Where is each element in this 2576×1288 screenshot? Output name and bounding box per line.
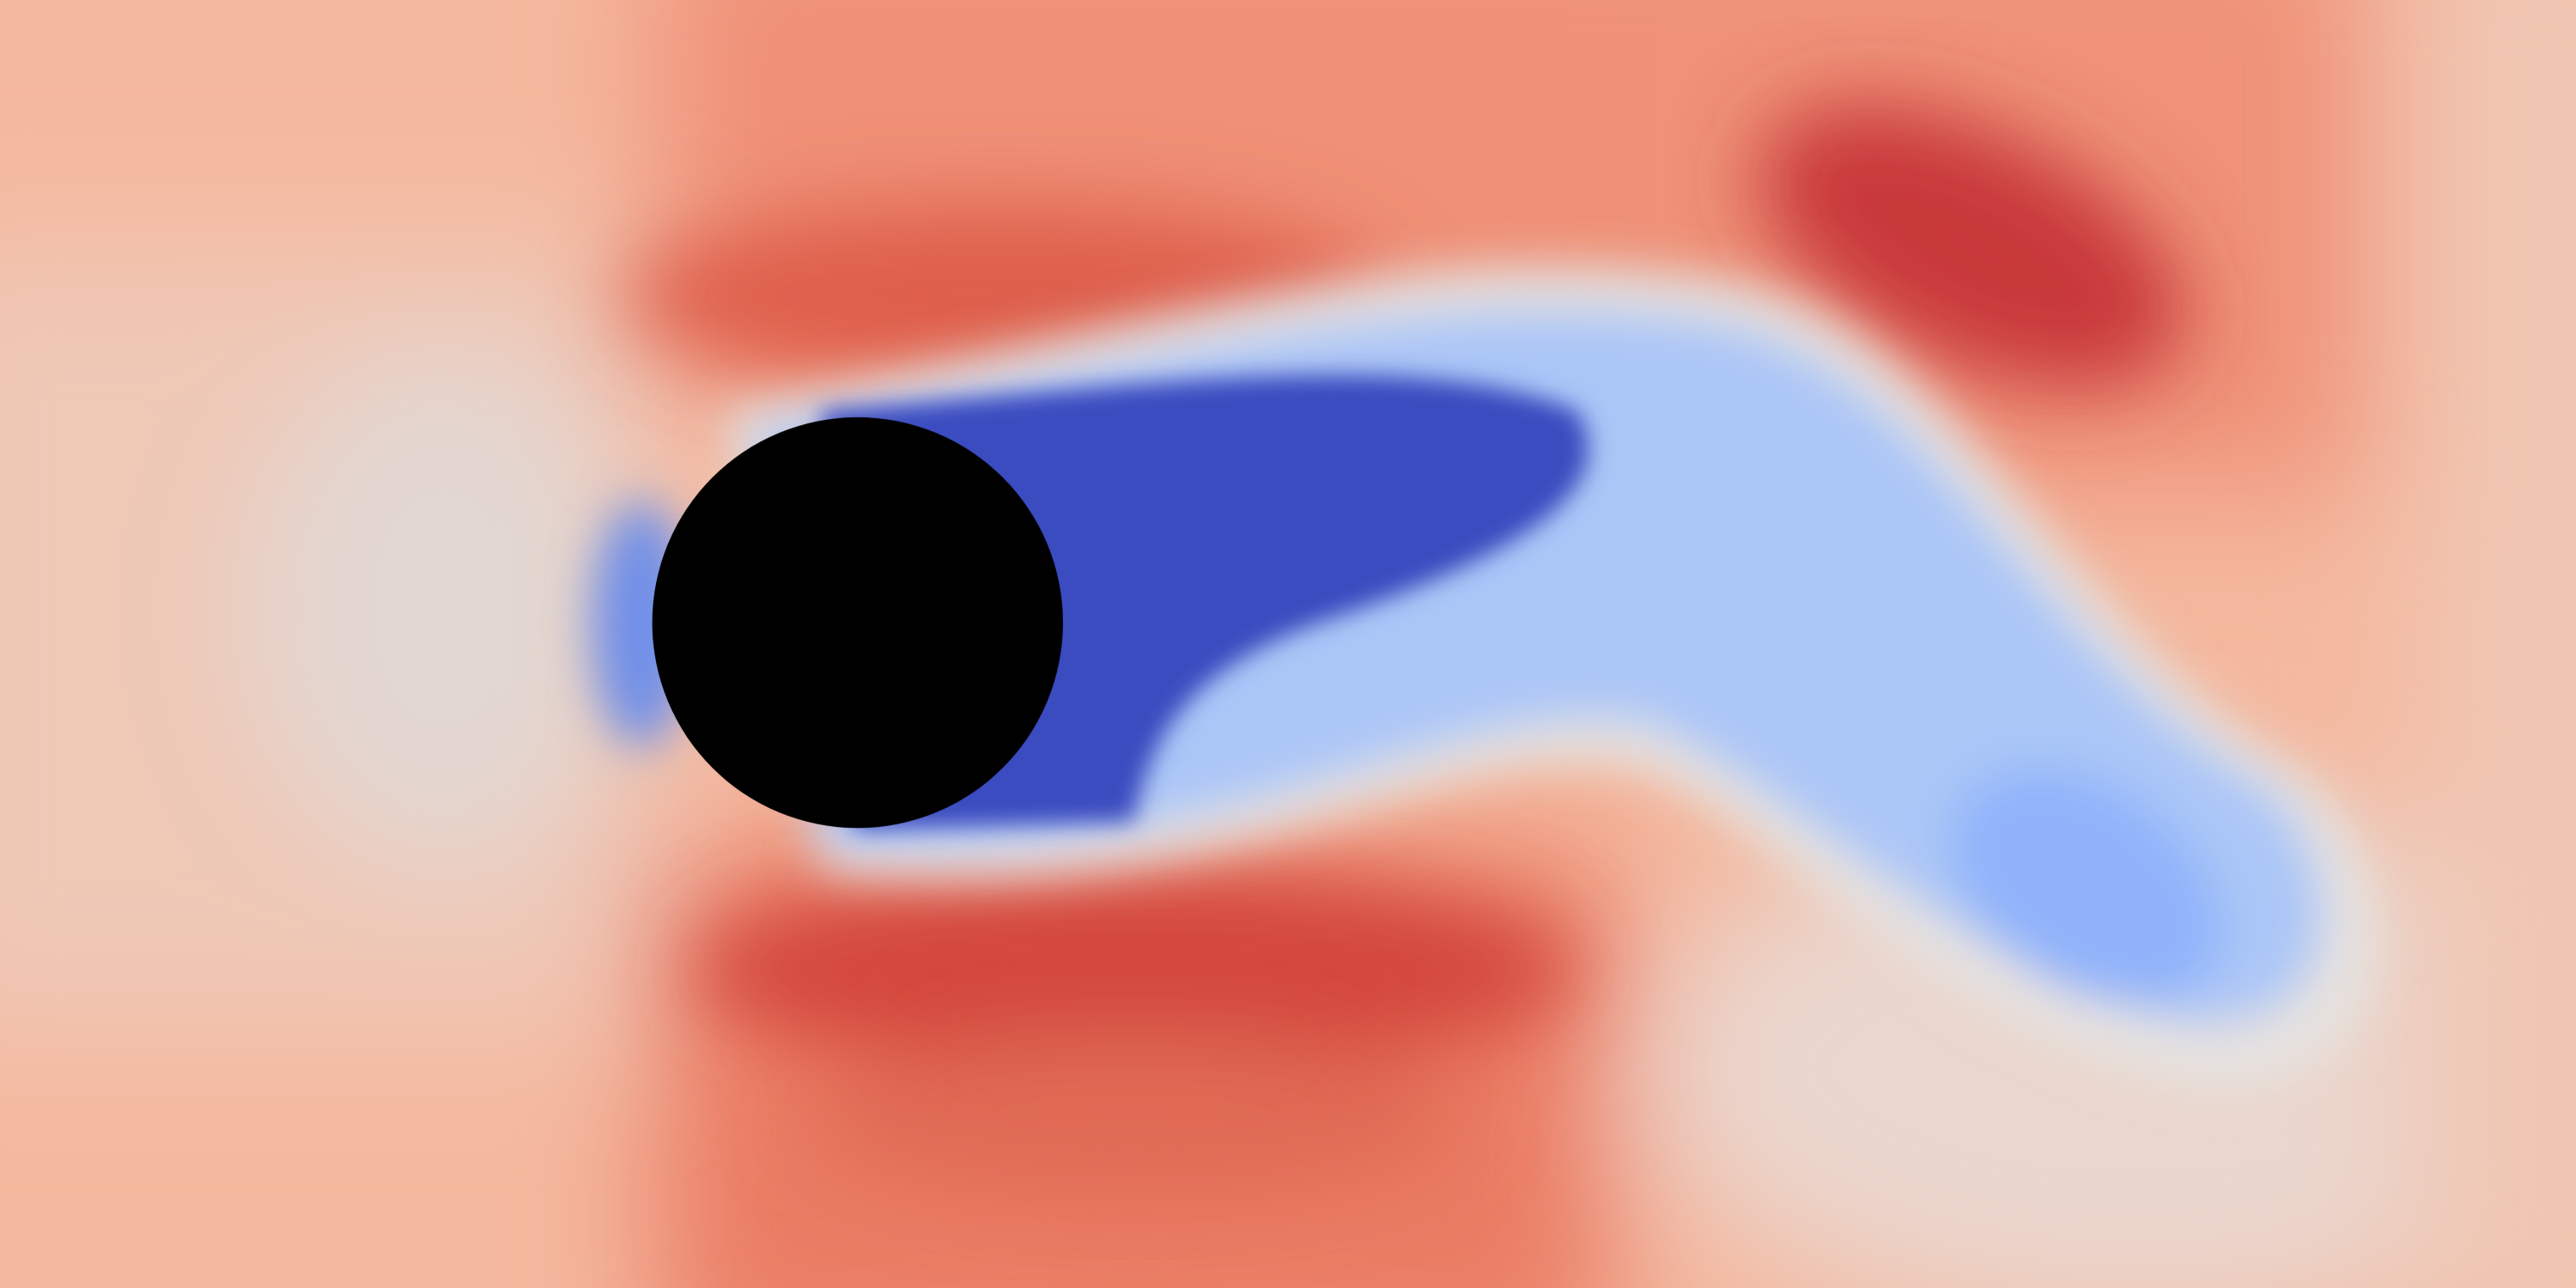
shed-vortex bbox=[1757, 104, 2186, 389]
lower-shear bbox=[690, 871, 1577, 1068]
cylinder bbox=[652, 416, 1063, 829]
downstream-vortex bbox=[1953, 769, 2221, 1005]
right-edge-light bbox=[2415, 0, 2576, 1288]
inflow-neutral bbox=[246, 344, 641, 872]
lower-shear-outer bbox=[805, 1035, 1462, 1200]
